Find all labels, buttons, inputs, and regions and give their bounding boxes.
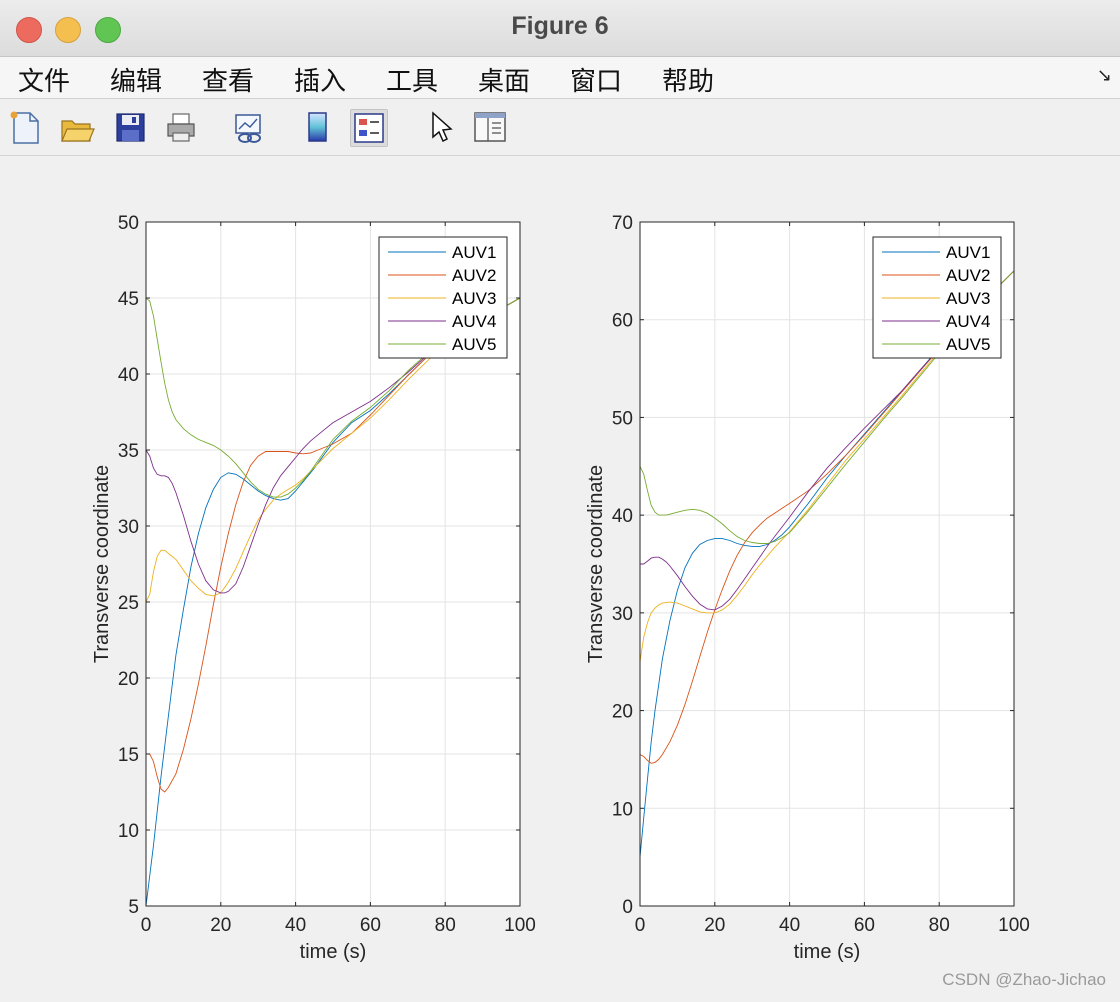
menu-help[interactable]: 帮助 — [662, 67, 715, 97]
axes-1: 0 20 40 60 80 100 5 10 15 20 25 30 35 40 45 50 time (s) T… — [91, 213, 536, 963]
edit-plot-pointer-icon[interactable] — [423, 109, 459, 145]
x-tick-label: 80 — [435, 915, 456, 936]
figure-canvas: 0 20 40 60 80 100 5 10 15 20 25 30 35 40 45 50 time (s) T… — [0, 156, 1120, 998]
y-tick-label: 35 — [118, 441, 139, 462]
print-icon[interactable] — [163, 109, 199, 145]
menu-view[interactable]: 查看 — [202, 67, 255, 97]
title-bar: Figure 6 — [0, 0, 1120, 57]
x-tick-label: 100 — [998, 915, 1030, 936]
property-inspector-icon[interactable] — [472, 109, 508, 145]
minimize-button[interactable] — [55, 17, 81, 43]
legend-label-auv1: AUV1 — [452, 243, 496, 262]
series-line-auv2 — [640, 270, 1014, 764]
y-axis-label: Transverse coordinate — [585, 465, 607, 663]
legend-label-auv5: AUV5 — [946, 335, 990, 354]
axes-2: 0 20 40 60 80 100 0 10 20 30 40 50 60 70 time (s) Trans… — [585, 213, 1030, 963]
toolbar — [0, 99, 1120, 156]
series-line-auv4 — [640, 270, 1014, 611]
watermark: CSDN @Zhao-Jichao — [942, 970, 1106, 989]
legend: AUV1 AUV2 AUV3 AUV4 AUV5 — [872, 236, 1002, 359]
legend-label-auv1: AUV1 — [946, 243, 990, 262]
close-button[interactable] — [16, 17, 42, 43]
y-tick-label: 40 — [118, 365, 139, 386]
y-tick-label: 45 — [118, 289, 139, 310]
series-line-auv5 — [146, 297, 520, 498]
legend-label-auv3: AUV3 — [452, 289, 496, 308]
menu-file[interactable]: 文件 — [18, 67, 71, 97]
window-title: Figure 6 — [511, 12, 609, 40]
legend-label-auv2: AUV2 — [452, 266, 496, 285]
zoom-button[interactable] — [95, 17, 121, 43]
menu-desktop[interactable]: 桌面 — [478, 67, 531, 97]
series-line-auv3 — [146, 297, 520, 603]
legend-label-auv2: AUV2 — [946, 266, 990, 285]
open-file-icon[interactable] — [59, 109, 95, 145]
y-tick-label: 30 — [612, 604, 633, 625]
x-tick-label: 0 — [141, 915, 152, 936]
series-line-auv5 — [640, 270, 1014, 544]
y-tick-label: 20 — [612, 702, 633, 723]
y-tick-label: 5 — [128, 897, 139, 918]
x-tick-label: 20 — [210, 915, 231, 936]
legend: AUV1 AUV2 AUV3 AUV4 AUV5 — [378, 236, 508, 359]
y-tick-label: 10 — [118, 821, 139, 842]
y-tick-label: 0 — [622, 897, 633, 918]
insert-legend-icon[interactable] — [350, 109, 388, 147]
save-icon[interactable] — [112, 109, 148, 145]
x-tick-label: 80 — [929, 915, 950, 936]
y-tick-label: 50 — [612, 408, 633, 429]
x-tick-label: 20 — [704, 915, 725, 936]
legend-label-auv4: AUV4 — [452, 312, 496, 331]
menu-window[interactable]: 窗口 — [570, 67, 623, 97]
y-tick-label: 20 — [118, 669, 139, 690]
menu-bar: 文件 编辑 查看 插入 工具 桌面 窗口 帮助 ↘ — [0, 57, 1120, 99]
menu-dock-arrow-icon[interactable]: ↘ — [1096, 65, 1112, 86]
x-tick-label: 40 — [285, 915, 306, 936]
x-tick-label: 100 — [504, 915, 536, 936]
y-tick-label: 25 — [118, 593, 139, 614]
legend-label-auv3: AUV3 — [946, 289, 990, 308]
axes-box — [639, 221, 1015, 907]
legend-label-auv4: AUV4 — [946, 312, 990, 331]
y-tick-label: 40 — [612, 506, 633, 527]
link-plot-icon[interactable] — [231, 109, 267, 145]
menu-tools[interactable]: 工具 — [386, 67, 439, 97]
y-tick-label: 15 — [118, 745, 139, 766]
menu-insert[interactable]: 插入 — [294, 67, 347, 97]
menu-edit[interactable]: 编辑 — [110, 67, 163, 97]
legend-label-auv5: AUV5 — [452, 335, 496, 354]
y-tick-label: 10 — [612, 799, 633, 820]
x-tick-label: 60 — [854, 915, 875, 936]
y-tick-label: 60 — [612, 311, 633, 332]
axes-box — [145, 221, 521, 907]
series-line-auv3 — [640, 270, 1014, 662]
y-axis-label: Transverse coordinate — [91, 465, 113, 663]
x-tick-label: 60 — [360, 915, 381, 936]
insert-colorbar-icon[interactable] — [300, 109, 336, 145]
series-line-auv2 — [146, 297, 520, 793]
y-tick-label: 30 — [118, 517, 139, 538]
series-line-auv4 — [146, 297, 520, 594]
x-tick-label: 40 — [779, 915, 800, 936]
x-axis-label: time (s) — [794, 941, 861, 963]
x-axis-label: time (s) — [300, 941, 367, 963]
y-tick-label: 70 — [612, 213, 633, 234]
x-tick-label: 0 — [635, 915, 646, 936]
new-figure-icon[interactable] — [8, 109, 44, 145]
y-tick-label: 50 — [118, 213, 139, 234]
